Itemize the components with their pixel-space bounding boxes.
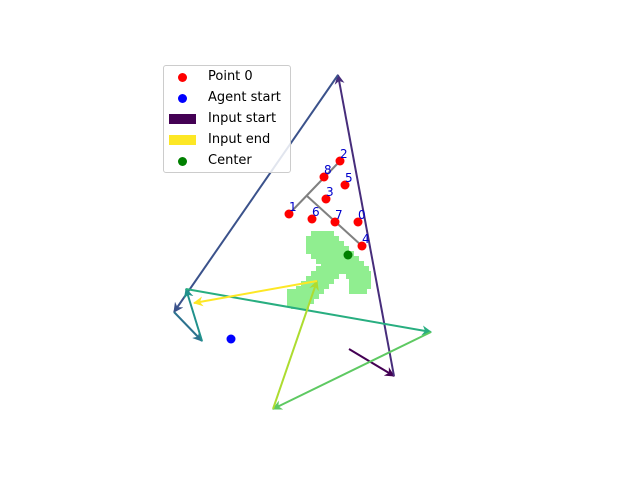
legend-swatch: [169, 114, 196, 124]
legend-swatch: [178, 73, 187, 82]
point-label: 6: [312, 205, 320, 219]
input-arrow: [348, 348, 395, 377]
point-label: 3: [326, 185, 334, 199]
point-label: 8: [324, 163, 332, 177]
red-point: [353, 217, 363, 227]
legend-label: Agent start: [208, 90, 281, 105]
legend-entry-point0: Point 0: [164, 67, 292, 87]
red-point: [330, 217, 340, 227]
point-label: 0: [358, 208, 366, 222]
input-arrow: [173, 311, 203, 342]
input-arrow: [272, 331, 432, 410]
legend-label: Point 0: [208, 69, 253, 84]
input-arrow: [173, 74, 339, 313]
point-label: 5: [345, 171, 353, 185]
legend-label: Input start: [208, 111, 277, 126]
legend-entry-center: Center: [164, 151, 292, 171]
red-point: [335, 156, 345, 166]
red-point: [357, 241, 367, 251]
legend-swatch: [169, 135, 196, 145]
red-points: [284, 156, 367, 251]
input-arrow: [334, 74, 395, 377]
legend-entry-input-start: Input start: [164, 109, 292, 129]
agent-start-point: [226, 334, 236, 344]
center-point: [343, 250, 353, 260]
legend: Point 0 Agent start Input start Input en…: [163, 65, 291, 173]
point-label: 4: [362, 232, 370, 246]
legend-entry-input-end: Input end: [164, 130, 292, 150]
red-point: [319, 172, 329, 182]
legend-swatch: [178, 157, 187, 166]
point-label: 2: [340, 147, 348, 161]
input-arrow: [272, 280, 319, 410]
special-markers: [226, 250, 353, 344]
input-arrow: [183, 288, 203, 342]
legend-label: Center: [208, 153, 252, 168]
point-label: 1: [289, 200, 297, 214]
legend-label: Input end: [208, 132, 271, 147]
legend-swatch: [178, 94, 187, 103]
skeleton-segment: [288, 160, 341, 215]
point-label: 7: [335, 208, 343, 222]
red-point: [340, 180, 350, 190]
shape-cell: [287, 289, 305, 307]
input-path: [173, 74, 432, 410]
red-point: [321, 194, 331, 204]
red-point: [284, 209, 294, 219]
point-labels: 1 2 3 4 5 6 7 8 0: [289, 147, 370, 246]
shape-cell: [349, 276, 367, 294]
shape-region: [287, 231, 371, 309]
legend-entry-agent-start: Agent start: [164, 88, 292, 108]
red-point: [307, 214, 317, 224]
input-arrow: [193, 280, 318, 307]
